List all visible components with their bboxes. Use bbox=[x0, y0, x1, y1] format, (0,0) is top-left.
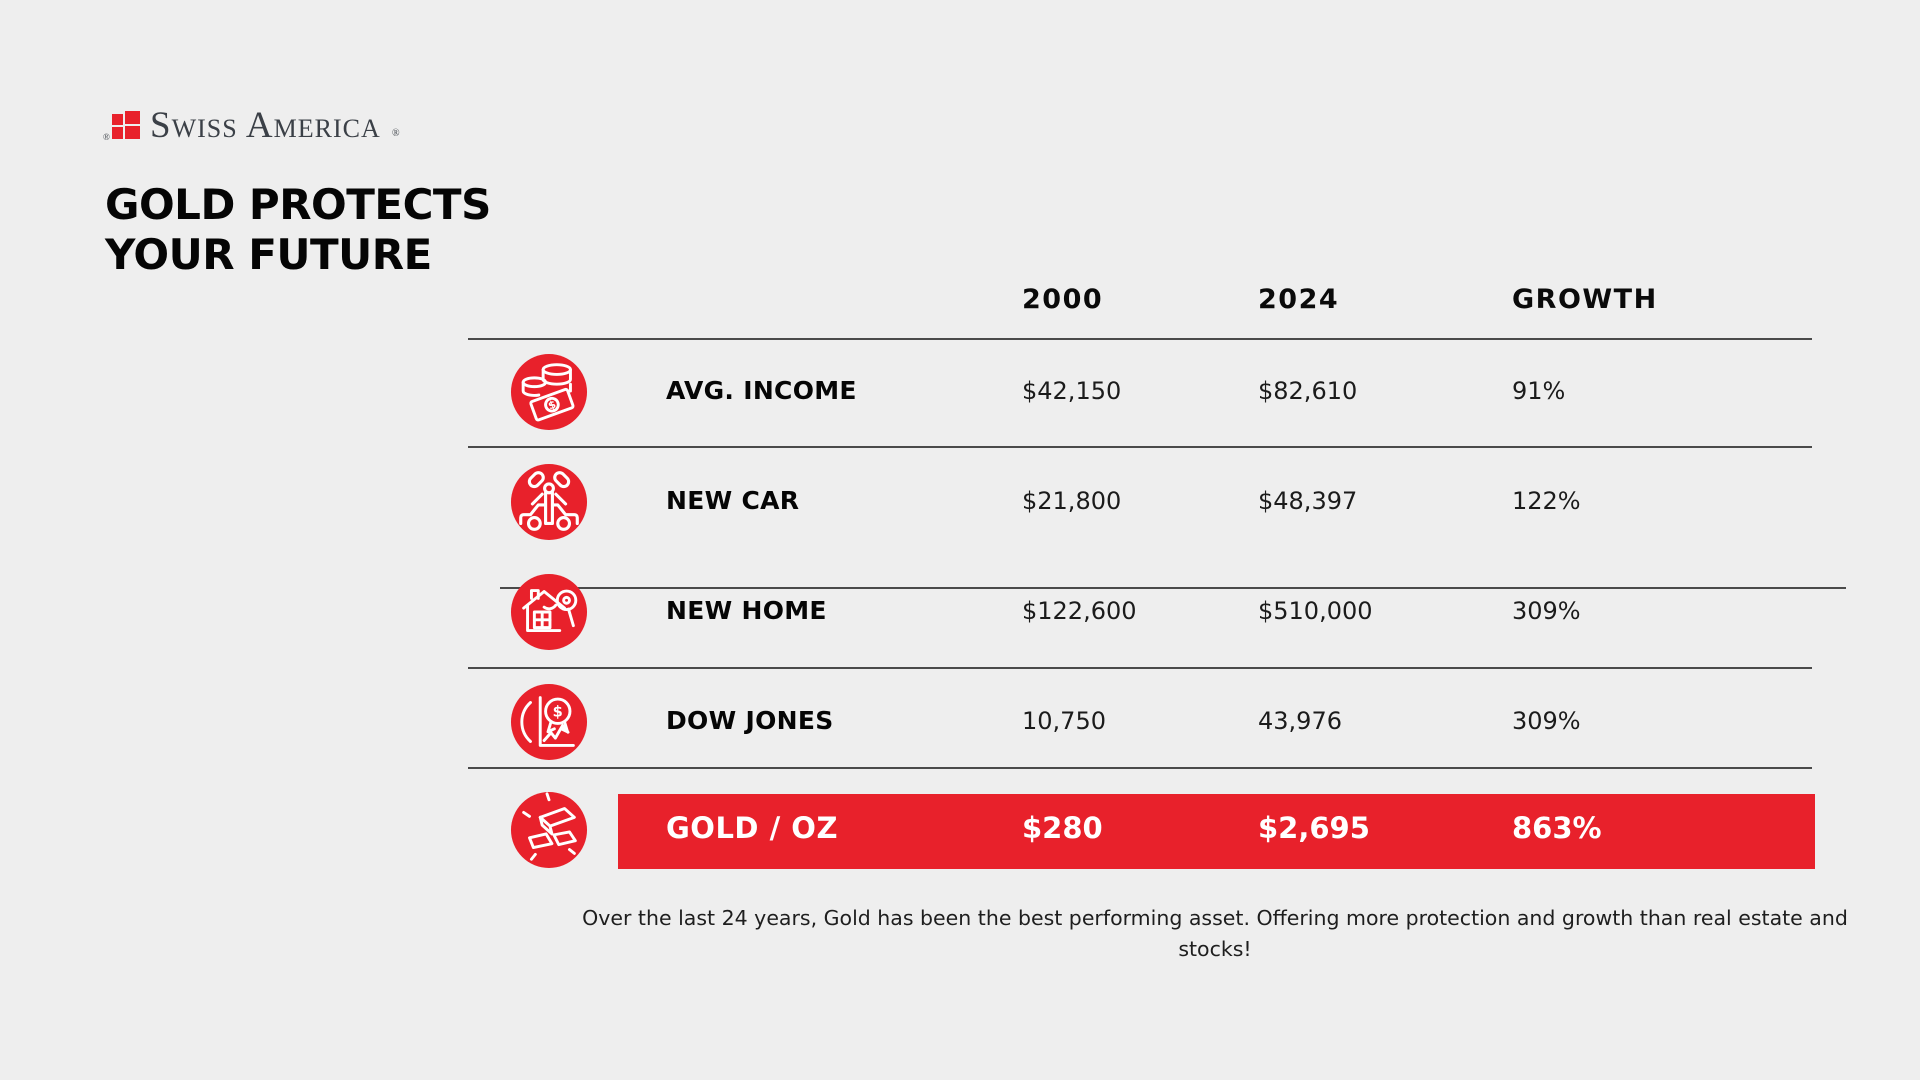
column-header-growth: GROWTH bbox=[1512, 284, 1658, 315]
row-value-2000: $42,150 bbox=[1022, 377, 1122, 405]
gold-bars-icon bbox=[510, 791, 588, 869]
row-value-2024: $82,610 bbox=[1258, 377, 1358, 405]
logo-square bbox=[112, 127, 123, 139]
house-tag-icon bbox=[510, 573, 588, 651]
logo-square bbox=[125, 126, 140, 139]
row-label: GOLD / OZ bbox=[666, 811, 838, 845]
row-value-2024: $48,397 bbox=[1258, 487, 1358, 515]
page-title: GOLD PROTECTS YOUR FUTURE bbox=[105, 180, 491, 280]
row-value-2000: 10,750 bbox=[1022, 707, 1106, 735]
row-value-2000: $280 bbox=[1022, 811, 1103, 845]
coins-cash-icon: $ bbox=[510, 353, 588, 431]
table-divider bbox=[468, 667, 1812, 669]
svg-text:$: $ bbox=[553, 704, 563, 721]
footnote-text: Over the last 24 years, Gold has been th… bbox=[582, 906, 1848, 961]
gift-car-icon bbox=[510, 463, 588, 541]
row-label: AVG. INCOME bbox=[666, 376, 857, 405]
row-label: NEW HOME bbox=[666, 596, 827, 625]
row-value-growth: 309% bbox=[1512, 597, 1581, 625]
swiss-america-logo-mark-icon bbox=[112, 111, 142, 141]
row-value-growth: 309% bbox=[1512, 707, 1581, 735]
svg-text:$: $ bbox=[546, 398, 557, 413]
column-header-2000: 2000 bbox=[1022, 284, 1104, 315]
swiss-america-wordmark: Swiss America bbox=[150, 105, 381, 146]
row-value-growth: 863% bbox=[1512, 811, 1602, 845]
gold-highlight-band bbox=[618, 794, 1815, 869]
row-value-2024: 43,976 bbox=[1258, 707, 1342, 735]
row-value-growth: 122% bbox=[1512, 487, 1581, 515]
row-value-2000: $122,600 bbox=[1022, 597, 1137, 625]
registered-trademark-icon: ® bbox=[392, 128, 400, 139]
page-title-line2: YOUR FUTURE bbox=[105, 230, 432, 279]
logo-square bbox=[125, 111, 140, 124]
table-divider bbox=[500, 587, 1846, 589]
column-header-2024: 2024 bbox=[1258, 284, 1340, 315]
registered-trademark-icon: ® bbox=[103, 132, 110, 142]
page-title-line1: GOLD PROTECTS bbox=[105, 180, 491, 229]
row-value-2024: $2,695 bbox=[1258, 811, 1370, 845]
row-label: NEW CAR bbox=[666, 486, 800, 515]
row-value-2000: $21,800 bbox=[1022, 487, 1122, 515]
dollar-medal-chart-icon: $ bbox=[510, 683, 588, 761]
table-divider bbox=[468, 446, 1812, 448]
row-value-2024: $510,000 bbox=[1258, 597, 1373, 625]
row-label: DOW JONES bbox=[666, 706, 834, 735]
table-divider bbox=[468, 767, 1812, 769]
logo-square bbox=[112, 114, 123, 125]
table-divider bbox=[468, 338, 1812, 340]
row-value-growth: 91% bbox=[1512, 377, 1566, 405]
